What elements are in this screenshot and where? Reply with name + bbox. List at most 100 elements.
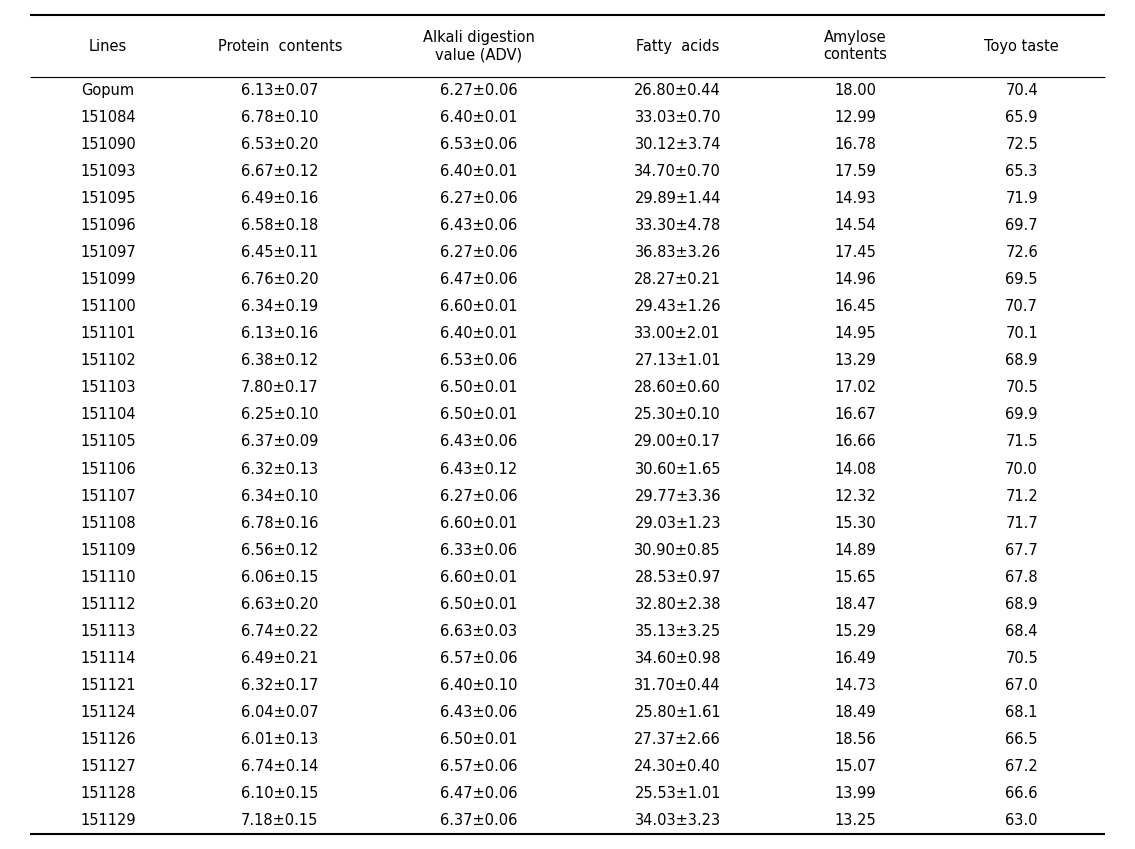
Text: 7.80±0.17: 7.80±0.17 [241, 380, 319, 396]
Text: 71.2: 71.2 [1006, 488, 1039, 503]
Text: 70.4: 70.4 [1006, 83, 1039, 98]
Text: 151090: 151090 [81, 137, 136, 152]
Text: 28.53±0.97: 28.53±0.97 [634, 570, 721, 585]
Text: 151106: 151106 [81, 462, 136, 476]
Text: 6.04±0.07: 6.04±0.07 [241, 705, 319, 720]
Text: 34.70±0.70: 34.70±0.70 [634, 164, 721, 179]
Text: 6.27±0.06: 6.27±0.06 [440, 83, 518, 98]
Text: 6.60±0.01: 6.60±0.01 [440, 570, 518, 585]
Text: 30.12±3.74: 30.12±3.74 [634, 137, 721, 152]
Text: 6.06±0.15: 6.06±0.15 [242, 570, 319, 585]
Text: 13.29: 13.29 [834, 353, 876, 368]
Text: 151121: 151121 [81, 678, 136, 693]
Text: 35.13±3.25: 35.13±3.25 [634, 624, 721, 638]
Text: 12.99: 12.99 [834, 110, 876, 125]
Text: 151101: 151101 [81, 326, 136, 341]
Text: 34.03±3.23: 34.03±3.23 [634, 813, 721, 828]
Text: 151113: 151113 [81, 624, 135, 638]
Text: 151128: 151128 [81, 786, 136, 801]
Text: 16.49: 16.49 [834, 651, 876, 666]
Text: 71.7: 71.7 [1006, 515, 1039, 531]
Text: 6.49±0.16: 6.49±0.16 [242, 191, 319, 206]
Text: 6.40±0.01: 6.40±0.01 [440, 326, 518, 341]
Text: 6.47±0.06: 6.47±0.06 [440, 273, 518, 287]
Text: 151129: 151129 [81, 813, 136, 828]
Text: 6.47±0.06: 6.47±0.06 [440, 786, 518, 801]
Text: 6.58±0.18: 6.58±0.18 [242, 218, 319, 233]
Text: 151096: 151096 [81, 218, 136, 233]
Text: 70.5: 70.5 [1006, 651, 1039, 666]
Text: 14.54: 14.54 [834, 218, 876, 233]
Text: 6.53±0.20: 6.53±0.20 [242, 137, 319, 152]
Text: 17.59: 17.59 [834, 164, 876, 179]
Text: 151102: 151102 [81, 353, 136, 368]
Text: 68.9: 68.9 [1006, 597, 1037, 611]
Text: 70.0: 70.0 [1006, 462, 1039, 476]
Text: 26.80±0.44: 26.80±0.44 [634, 83, 721, 98]
Text: 151114: 151114 [81, 651, 136, 666]
Text: 6.13±0.16: 6.13±0.16 [242, 326, 319, 341]
Text: 14.73: 14.73 [834, 678, 876, 693]
Text: 70.5: 70.5 [1006, 380, 1039, 396]
Text: 72.5: 72.5 [1006, 137, 1039, 152]
Text: 6.74±0.14: 6.74±0.14 [242, 759, 319, 774]
Text: 6.50±0.01: 6.50±0.01 [440, 732, 518, 747]
Text: 6.01±0.13: 6.01±0.13 [242, 732, 319, 747]
Text: 13.25: 13.25 [834, 813, 876, 828]
Text: 6.40±0.10: 6.40±0.10 [440, 678, 518, 693]
Text: 67.2: 67.2 [1006, 759, 1039, 774]
Text: Gopum: Gopum [82, 83, 135, 98]
Text: 33.30±4.78: 33.30±4.78 [634, 218, 721, 233]
Text: 17.02: 17.02 [834, 380, 876, 396]
Text: 32.80±2.38: 32.80±2.38 [634, 597, 721, 611]
Text: 25.80±1.61: 25.80±1.61 [634, 705, 721, 720]
Text: 14.95: 14.95 [834, 326, 876, 341]
Text: 68.4: 68.4 [1006, 624, 1037, 638]
Text: 31.70±0.44: 31.70±0.44 [634, 678, 721, 693]
Text: Lines: Lines [89, 38, 127, 53]
Text: Amylose
contents: Amylose contents [823, 30, 886, 62]
Text: 69.9: 69.9 [1006, 408, 1037, 423]
Text: 15.65: 15.65 [834, 570, 876, 585]
Text: 16.66: 16.66 [834, 435, 876, 449]
Text: 18.49: 18.49 [834, 705, 876, 720]
Text: 70.1: 70.1 [1006, 326, 1039, 341]
Text: 16.78: 16.78 [834, 137, 876, 152]
Text: 7.18±0.15: 7.18±0.15 [242, 813, 319, 828]
Text: 6.40±0.01: 6.40±0.01 [440, 110, 518, 125]
Text: 6.27±0.06: 6.27±0.06 [440, 488, 518, 503]
Text: 24.30±0.40: 24.30±0.40 [634, 759, 721, 774]
Text: 6.76±0.20: 6.76±0.20 [241, 273, 319, 287]
Text: 6.50±0.01: 6.50±0.01 [440, 380, 518, 396]
Text: 17.45: 17.45 [834, 245, 876, 261]
Text: 18.47: 18.47 [834, 597, 876, 611]
Text: 28.27±0.21: 28.27±0.21 [634, 273, 721, 287]
Text: 14.89: 14.89 [834, 543, 876, 558]
Text: 6.10±0.15: 6.10±0.15 [242, 786, 319, 801]
Text: 6.50±0.01: 6.50±0.01 [440, 597, 518, 611]
Text: 67.0: 67.0 [1006, 678, 1039, 693]
Text: 6.56±0.12: 6.56±0.12 [242, 543, 319, 558]
Text: 27.13±1.01: 27.13±1.01 [634, 353, 721, 368]
Text: 14.93: 14.93 [834, 191, 876, 206]
Text: 151104: 151104 [81, 408, 136, 423]
Text: 6.34±0.10: 6.34±0.10 [242, 488, 319, 503]
Text: 6.43±0.06: 6.43±0.06 [440, 705, 518, 720]
Text: 69.5: 69.5 [1006, 273, 1037, 287]
Text: 71.9: 71.9 [1006, 191, 1039, 206]
Text: Protein  contents: Protein contents [218, 38, 342, 53]
Text: 25.30±0.10: 25.30±0.10 [634, 408, 721, 423]
Text: 15.30: 15.30 [834, 515, 876, 531]
Text: 15.07: 15.07 [834, 759, 876, 774]
Text: 151107: 151107 [81, 488, 136, 503]
Text: 33.03±0.70: 33.03±0.70 [634, 110, 721, 125]
Text: 71.5: 71.5 [1006, 435, 1039, 449]
Text: 151093: 151093 [81, 164, 136, 179]
Text: 70.7: 70.7 [1006, 300, 1039, 314]
Text: 69.7: 69.7 [1006, 218, 1039, 233]
Text: 6.57±0.06: 6.57±0.06 [440, 759, 518, 774]
Text: 151110: 151110 [81, 570, 136, 585]
Text: 29.77±3.36: 29.77±3.36 [634, 488, 721, 503]
Text: 6.43±0.12: 6.43±0.12 [440, 462, 518, 476]
Text: 6.40±0.01: 6.40±0.01 [440, 164, 518, 179]
